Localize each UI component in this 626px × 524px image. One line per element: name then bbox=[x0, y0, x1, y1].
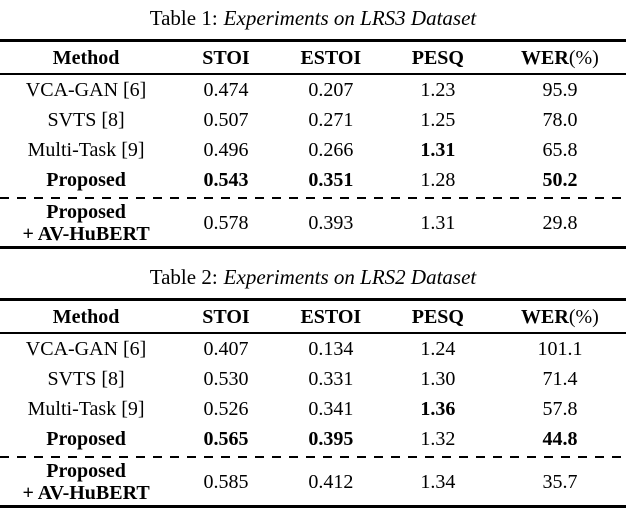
stoi-cell: 0.578 bbox=[203, 212, 249, 234]
stoi-cell: 0.526 bbox=[203, 398, 249, 420]
dashed-rule bbox=[0, 455, 626, 458]
method-cell: Multi-Task [9] bbox=[27, 398, 145, 420]
table-row: VCA-GAN [6] 0.407 0.134 1.24 101.1 bbox=[0, 333, 626, 364]
wer-cell: 57.8 bbox=[542, 398, 578, 420]
stoi-cell: 0.565 bbox=[203, 428, 249, 450]
wer-cell: 71.4 bbox=[542, 368, 578, 390]
table-row: SVTS [8] 0.530 0.331 1.30 71.4 bbox=[0, 364, 626, 394]
method-cell: Multi-Task [9] bbox=[27, 139, 145, 161]
stoi-cell: 0.543 bbox=[203, 169, 249, 191]
estoi-cell: 0.331 bbox=[308, 368, 354, 390]
header-row: Method STOI ESTOI PESQ WER(%) bbox=[0, 40, 626, 75]
wer-cell: 50.2 bbox=[542, 169, 578, 191]
method-cell: Proposed + AV-HuBERT bbox=[22, 201, 150, 245]
wer-cell: 95.9 bbox=[542, 79, 578, 101]
table-row: SVTS [8] 0.507 0.271 1.25 78.0 bbox=[0, 105, 626, 135]
method-cell: VCA-GAN [6] bbox=[25, 338, 147, 360]
col-header-method: Method bbox=[0, 40, 173, 75]
col-header-method: Method bbox=[0, 299, 173, 334]
table-2-caption: Table 2: Experiments on LRS2 Dataset bbox=[0, 264, 626, 291]
stoi-cell: 0.507 bbox=[203, 109, 249, 131]
header-row: Method STOI ESTOI PESQ WER(%) bbox=[0, 299, 626, 334]
col-header-estoi: ESTOI bbox=[279, 299, 382, 334]
pesq-cell: 1.24 bbox=[420, 338, 456, 360]
wer-cell: 65.8 bbox=[542, 139, 578, 161]
estoi-cell: 0.395 bbox=[308, 428, 354, 450]
pesq-cell: 1.25 bbox=[420, 109, 456, 131]
stoi-cell: 0.474 bbox=[203, 79, 249, 101]
wer-unit: (%) bbox=[568, 46, 599, 69]
pesq-cell: 1.23 bbox=[420, 79, 456, 101]
table-2-block: Table 2: Experiments on LRS2 Dataset Meth… bbox=[0, 264, 626, 508]
wer-cell: 78.0 bbox=[542, 109, 578, 131]
pesq-cell: 1.36 bbox=[420, 398, 456, 420]
wer-cell: 29.8 bbox=[542, 212, 578, 234]
caption-title: Experiments on LRS2 Dataset bbox=[223, 265, 477, 289]
estoi-cell: 0.351 bbox=[308, 169, 354, 191]
col-header-wer: WER(%) bbox=[493, 299, 626, 334]
estoi-cell: 0.207 bbox=[308, 79, 354, 101]
caption-prefix: Table 2: bbox=[149, 265, 218, 289]
stoi-cell: 0.407 bbox=[203, 338, 249, 360]
pesq-cell: 1.34 bbox=[420, 471, 456, 493]
dashed-separator bbox=[0, 454, 626, 459]
dashed-separator bbox=[0, 195, 626, 200]
estoi-cell: 0.271 bbox=[308, 109, 354, 131]
caption-title: Experiments on LRS3 Dataset bbox=[223, 6, 477, 30]
table-row: Multi-Task [9] 0.526 0.341 1.36 57.8 bbox=[0, 394, 626, 424]
wer-cell: 35.7 bbox=[542, 471, 578, 493]
method-cell: VCA-GAN [6] bbox=[25, 79, 147, 101]
table-row: Proposed 0.543 0.351 1.28 50.2 bbox=[0, 165, 626, 195]
stoi-cell: 0.496 bbox=[203, 139, 249, 161]
col-header-pesq: PESQ bbox=[381, 299, 494, 334]
estoi-cell: 0.134 bbox=[308, 338, 354, 360]
wer-cell: 101.1 bbox=[537, 338, 583, 360]
table-row: VCA-GAN [6] 0.474 0.207 1.23 95.9 bbox=[0, 74, 626, 105]
col-header-pesq: PESQ bbox=[381, 40, 494, 75]
col-header-stoi: STOI bbox=[172, 299, 280, 334]
col-header-estoi: ESTOI bbox=[279, 40, 382, 75]
table-1-caption: Table 1: Experiments on LRS3 Dataset bbox=[0, 5, 626, 32]
results-table-lrs2: Method STOI ESTOI PESQ WER(%) VCA-GAN [6… bbox=[0, 298, 626, 508]
estoi-cell: 0.412 bbox=[308, 471, 354, 493]
pesq-cell: 1.30 bbox=[420, 368, 456, 390]
estoi-cell: 0.393 bbox=[308, 212, 354, 234]
col-header-stoi: STOI bbox=[172, 40, 280, 75]
method-cell: SVTS [8] bbox=[47, 368, 125, 390]
table-row: Proposed + AV-HuBERT 0.578 0.393 1.31 29… bbox=[0, 200, 626, 248]
method-cell: Proposed bbox=[46, 428, 126, 450]
wer-unit: (%) bbox=[568, 305, 599, 328]
estoi-cell: 0.341 bbox=[308, 398, 354, 420]
col-header-wer: WER(%) bbox=[493, 40, 626, 75]
stoi-cell: 0.530 bbox=[203, 368, 249, 390]
table-row: Proposed 0.565 0.395 1.32 44.8 bbox=[0, 424, 626, 454]
dashed-rule bbox=[0, 196, 626, 199]
pesq-cell: 1.28 bbox=[420, 169, 456, 191]
caption-prefix: Table 1: bbox=[149, 6, 218, 30]
method-cell: SVTS [8] bbox=[47, 109, 125, 131]
stoi-cell: 0.585 bbox=[203, 471, 249, 493]
estoi-cell: 0.266 bbox=[308, 139, 354, 161]
results-table-lrs3: Method STOI ESTOI PESQ WER(%) VCA-GAN [6… bbox=[0, 39, 626, 249]
method-cell: Proposed bbox=[46, 169, 126, 191]
wer-cell: 44.8 bbox=[542, 428, 578, 450]
table-1-block: Table 1: Experiments on LRS3 Dataset Meth… bbox=[0, 5, 626, 249]
pesq-cell: 1.32 bbox=[420, 428, 456, 450]
method-cell: Proposed + AV-HuBERT bbox=[22, 460, 150, 504]
pesq-cell: 1.31 bbox=[420, 139, 456, 161]
pesq-cell: 1.31 bbox=[420, 212, 456, 234]
table-row: Proposed + AV-HuBERT 0.585 0.412 1.34 35… bbox=[0, 459, 626, 507]
table-row: Multi-Task [9] 0.496 0.266 1.31 65.8 bbox=[0, 135, 626, 165]
